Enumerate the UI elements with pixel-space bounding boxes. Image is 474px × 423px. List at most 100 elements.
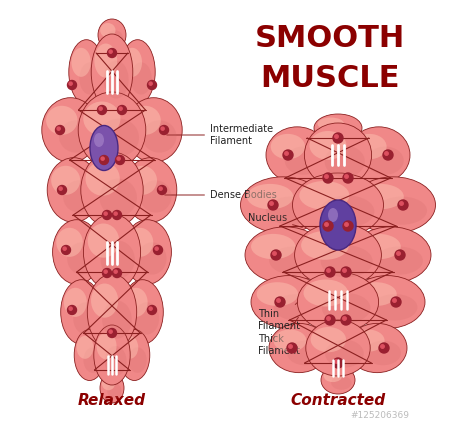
Ellipse shape <box>303 280 348 307</box>
Ellipse shape <box>106 30 123 46</box>
Circle shape <box>333 133 343 143</box>
Ellipse shape <box>81 152 143 228</box>
Circle shape <box>283 150 293 160</box>
Ellipse shape <box>310 327 346 352</box>
Ellipse shape <box>352 330 384 352</box>
Circle shape <box>270 202 273 205</box>
Circle shape <box>119 107 122 110</box>
Ellipse shape <box>301 231 349 260</box>
Circle shape <box>101 157 104 160</box>
Circle shape <box>112 211 121 220</box>
Ellipse shape <box>56 228 83 257</box>
Ellipse shape <box>67 242 96 275</box>
Ellipse shape <box>128 347 147 373</box>
Ellipse shape <box>90 126 118 170</box>
Ellipse shape <box>142 120 176 153</box>
Ellipse shape <box>271 134 305 159</box>
Ellipse shape <box>322 293 371 323</box>
Ellipse shape <box>299 181 349 210</box>
Ellipse shape <box>100 179 137 217</box>
Ellipse shape <box>47 158 100 222</box>
Circle shape <box>271 250 281 260</box>
Ellipse shape <box>137 242 166 275</box>
Circle shape <box>335 360 338 363</box>
Ellipse shape <box>320 195 374 228</box>
Ellipse shape <box>72 48 91 77</box>
Circle shape <box>154 245 163 255</box>
Circle shape <box>147 80 156 90</box>
Ellipse shape <box>273 294 319 321</box>
Circle shape <box>159 126 168 135</box>
Circle shape <box>327 269 330 272</box>
Ellipse shape <box>350 276 425 328</box>
Ellipse shape <box>125 98 182 162</box>
Ellipse shape <box>91 283 118 318</box>
Ellipse shape <box>266 197 317 225</box>
Text: SMOOTH: SMOOTH <box>255 24 405 52</box>
Ellipse shape <box>121 280 164 344</box>
Ellipse shape <box>128 166 157 195</box>
Ellipse shape <box>140 180 172 213</box>
Circle shape <box>327 317 330 320</box>
Circle shape <box>277 299 280 302</box>
Circle shape <box>98 105 107 115</box>
Circle shape <box>112 269 121 277</box>
Ellipse shape <box>100 373 124 403</box>
Ellipse shape <box>121 336 138 359</box>
Ellipse shape <box>97 332 117 360</box>
Ellipse shape <box>287 341 323 365</box>
Circle shape <box>57 186 66 195</box>
Ellipse shape <box>285 146 322 175</box>
Circle shape <box>325 267 335 277</box>
Ellipse shape <box>247 184 293 209</box>
Ellipse shape <box>306 320 370 376</box>
Ellipse shape <box>134 302 159 335</box>
Ellipse shape <box>127 228 153 257</box>
Circle shape <box>63 247 66 250</box>
Circle shape <box>57 127 60 130</box>
Ellipse shape <box>328 208 338 222</box>
Circle shape <box>325 315 335 325</box>
Circle shape <box>67 305 76 314</box>
Circle shape <box>343 221 353 231</box>
Circle shape <box>114 212 117 215</box>
Ellipse shape <box>76 336 93 359</box>
Ellipse shape <box>357 184 404 209</box>
Ellipse shape <box>251 234 295 259</box>
Text: Dense Bodies: Dense Bodies <box>165 190 277 200</box>
Circle shape <box>325 175 328 178</box>
Ellipse shape <box>320 200 356 250</box>
Ellipse shape <box>321 366 355 394</box>
Ellipse shape <box>107 384 122 398</box>
Circle shape <box>341 315 351 325</box>
Circle shape <box>159 187 162 190</box>
Ellipse shape <box>376 197 427 225</box>
Ellipse shape <box>51 166 80 195</box>
Ellipse shape <box>366 146 404 175</box>
Text: MUSCLE: MUSCLE <box>260 63 400 93</box>
Circle shape <box>149 82 152 85</box>
Ellipse shape <box>355 282 397 306</box>
Ellipse shape <box>350 227 431 283</box>
Circle shape <box>116 156 125 165</box>
Ellipse shape <box>325 340 364 368</box>
Ellipse shape <box>318 118 344 130</box>
Ellipse shape <box>123 220 172 284</box>
Ellipse shape <box>61 280 102 344</box>
Ellipse shape <box>324 370 342 382</box>
Circle shape <box>395 250 405 260</box>
Text: Thin
Filament: Thin Filament <box>258 302 300 331</box>
Ellipse shape <box>352 134 387 159</box>
Ellipse shape <box>124 158 177 222</box>
Circle shape <box>109 50 112 53</box>
Ellipse shape <box>123 48 142 77</box>
Ellipse shape <box>83 347 102 373</box>
Ellipse shape <box>94 133 104 147</box>
Circle shape <box>104 212 107 215</box>
Ellipse shape <box>310 131 346 160</box>
Circle shape <box>343 269 346 272</box>
Ellipse shape <box>269 247 318 275</box>
Ellipse shape <box>83 214 141 290</box>
Ellipse shape <box>78 92 146 168</box>
Circle shape <box>117 157 120 160</box>
